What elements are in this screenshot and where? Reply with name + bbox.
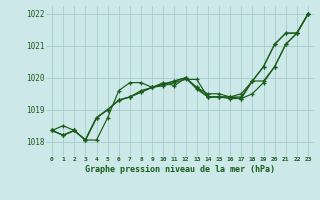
X-axis label: Graphe pression niveau de la mer (hPa): Graphe pression niveau de la mer (hPa) [85,165,275,174]
